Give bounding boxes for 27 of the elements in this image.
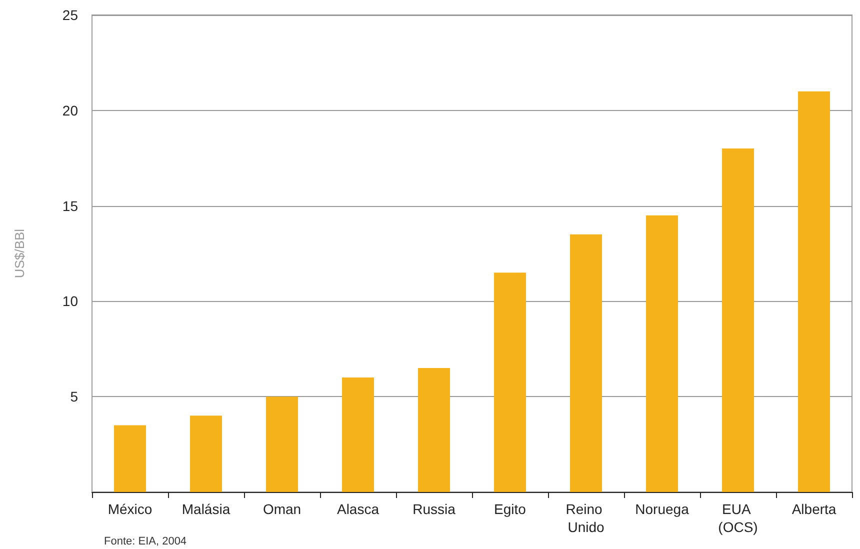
x-tick-label: Alasca bbox=[336, 501, 380, 517]
bar bbox=[570, 234, 602, 492]
bar bbox=[798, 91, 830, 492]
x-tick-label: Alberta bbox=[792, 501, 836, 517]
x-tick-label: Russia bbox=[412, 501, 456, 517]
y-tick-label: 15 bbox=[62, 198, 78, 214]
x-tick-label: Oman bbox=[262, 501, 302, 517]
y-tick-label: 20 bbox=[62, 102, 78, 118]
bar bbox=[342, 378, 374, 492]
source-note: Fonte: EIA, 2004 bbox=[104, 536, 187, 548]
y-axis-title: US$/BBl bbox=[12, 228, 27, 278]
bar bbox=[646, 215, 678, 492]
x-tick-label: Reino Unido bbox=[566, 501, 606, 535]
y-tick-label: 5 bbox=[70, 388, 78, 405]
bar bbox=[266, 396, 298, 492]
bar bbox=[114, 425, 146, 492]
x-tick-label: México bbox=[108, 501, 152, 517]
y-tick-label: 10 bbox=[62, 293, 78, 310]
x-tick-label: Malásia bbox=[182, 501, 230, 517]
bar bbox=[418, 368, 450, 492]
bar bbox=[190, 416, 222, 492]
bar bbox=[494, 272, 526, 492]
x-tick-label: Noruega bbox=[635, 501, 690, 517]
bar bbox=[722, 148, 754, 492]
x-tick-label: EUA (OCS) bbox=[718, 501, 758, 535]
x-tick-label: Egito bbox=[494, 501, 526, 517]
y-tick-label: 25 bbox=[62, 7, 78, 23]
